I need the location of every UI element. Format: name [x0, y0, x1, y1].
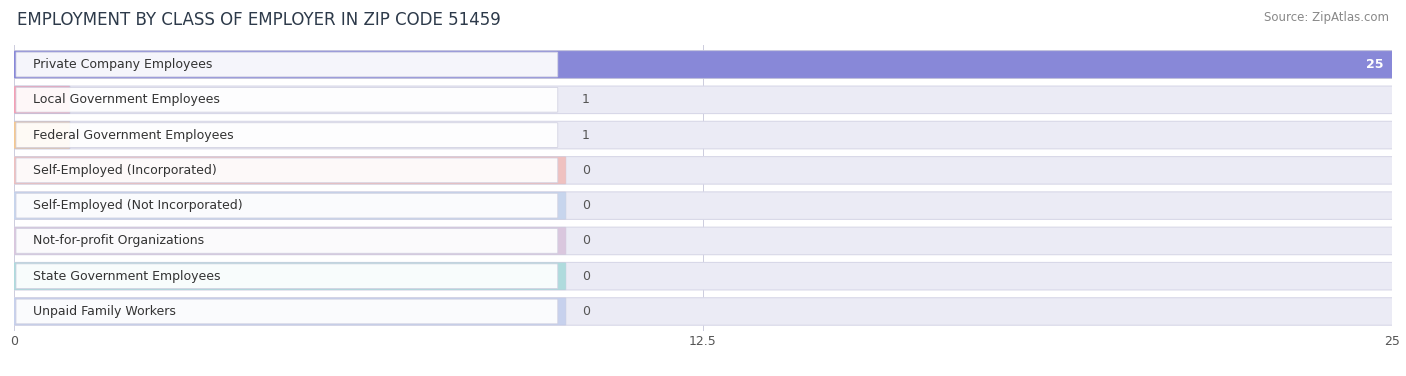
FancyBboxPatch shape — [13, 86, 1393, 114]
FancyBboxPatch shape — [13, 298, 567, 325]
FancyBboxPatch shape — [13, 156, 567, 184]
Text: 1: 1 — [582, 93, 589, 106]
FancyBboxPatch shape — [15, 299, 558, 324]
Text: Self-Employed (Not Incorporated): Self-Employed (Not Incorporated) — [34, 199, 243, 212]
FancyBboxPatch shape — [13, 227, 1393, 255]
FancyBboxPatch shape — [15, 193, 558, 218]
Text: Not-for-profit Organizations: Not-for-profit Organizations — [34, 234, 204, 247]
FancyBboxPatch shape — [13, 298, 1393, 325]
FancyBboxPatch shape — [13, 51, 1393, 78]
FancyBboxPatch shape — [13, 51, 1393, 78]
Text: Self-Employed (Incorporated): Self-Employed (Incorporated) — [34, 164, 217, 177]
Text: 0: 0 — [582, 305, 589, 318]
FancyBboxPatch shape — [15, 123, 558, 147]
Text: 0: 0 — [582, 234, 589, 247]
Text: 0: 0 — [582, 164, 589, 177]
Text: 0: 0 — [582, 199, 589, 212]
Text: 1: 1 — [582, 129, 589, 142]
FancyBboxPatch shape — [13, 156, 1393, 184]
FancyBboxPatch shape — [13, 262, 1393, 290]
Text: 0: 0 — [582, 270, 589, 283]
Text: Private Company Employees: Private Company Employees — [34, 58, 212, 71]
FancyBboxPatch shape — [15, 229, 558, 253]
Text: Federal Government Employees: Federal Government Employees — [34, 129, 233, 142]
FancyBboxPatch shape — [13, 192, 1393, 220]
FancyBboxPatch shape — [13, 227, 567, 255]
FancyBboxPatch shape — [15, 158, 558, 183]
Text: 25: 25 — [1367, 58, 1384, 71]
FancyBboxPatch shape — [15, 264, 558, 288]
FancyBboxPatch shape — [15, 88, 558, 112]
FancyBboxPatch shape — [13, 121, 1393, 149]
FancyBboxPatch shape — [15, 52, 558, 77]
Text: State Government Employees: State Government Employees — [34, 270, 221, 283]
Text: EMPLOYMENT BY CLASS OF EMPLOYER IN ZIP CODE 51459: EMPLOYMENT BY CLASS OF EMPLOYER IN ZIP C… — [17, 11, 501, 29]
Text: Source: ZipAtlas.com: Source: ZipAtlas.com — [1264, 11, 1389, 24]
FancyBboxPatch shape — [13, 192, 567, 220]
FancyBboxPatch shape — [13, 121, 70, 149]
Text: Local Government Employees: Local Government Employees — [34, 93, 221, 106]
Text: Unpaid Family Workers: Unpaid Family Workers — [34, 305, 176, 318]
FancyBboxPatch shape — [13, 86, 70, 114]
FancyBboxPatch shape — [13, 262, 567, 290]
